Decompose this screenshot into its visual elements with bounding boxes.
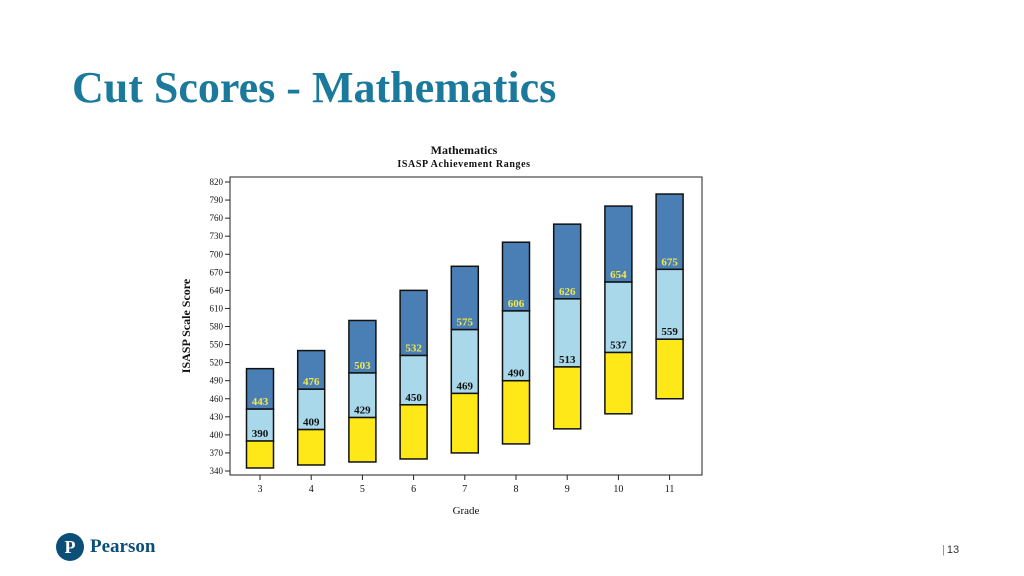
x-tick-label: 9: [565, 484, 570, 495]
y-tick-label: 460: [210, 394, 224, 404]
bar-segment-high: [552, 223, 582, 300]
bar-segment-high: [245, 367, 275, 410]
bar-segment-mid: [501, 310, 531, 382]
x-tick-label: 6: [411, 484, 416, 495]
bar-segment-mid: [348, 372, 377, 419]
pearson-logo-wordmark: Pearson: [90, 536, 156, 557]
cut-low-label: 450: [405, 392, 422, 404]
bar-segment-mid: [245, 408, 275, 442]
cut-low-label: 429: [354, 404, 371, 416]
bar-segment-low: [501, 379, 531, 445]
cut-low-label: 559: [661, 326, 678, 338]
cut-high-label: 654: [610, 269, 627, 281]
bar-segment-high: [348, 319, 377, 374]
page-number-value: 13: [946, 544, 960, 556]
x-tick-label: 4: [309, 484, 314, 495]
bars: [245, 193, 684, 469]
cut-high-label: 606: [508, 298, 525, 310]
bar-segment-mid: [399, 354, 428, 406]
cut-high-label: 443: [252, 396, 269, 408]
y-tick-label: 670: [210, 267, 224, 277]
bar-segment-low: [399, 404, 428, 460]
cut-high-label: 675: [661, 256, 678, 268]
y-tick-label: 430: [210, 412, 224, 422]
cut-low-label: 469: [457, 380, 474, 392]
bar-segment-high: [501, 241, 531, 312]
cut-high-label: 575: [457, 317, 474, 329]
x-tick-label: 7: [462, 484, 467, 495]
cut-low-label: 490: [508, 368, 525, 380]
bar-segment-high: [604, 205, 633, 283]
bar-segment-low: [296, 428, 326, 466]
pearson-logo-letter: P: [64, 537, 76, 557]
bar-segment-mid: [552, 298, 582, 368]
x-tick-label: 5: [360, 484, 365, 495]
chart-title: Mathematics: [431, 143, 498, 157]
x-axis-ticks: 3 4 5 6 7 8 9 10 11: [258, 475, 675, 495]
y-tick-label: 640: [210, 285, 224, 295]
y-tick-label: 820: [210, 177, 224, 187]
cut-high-label: 503: [354, 360, 371, 372]
cut-high-label: 532: [405, 342, 422, 354]
cut-low-label: 513: [559, 354, 576, 366]
pearson-logo: P Pearson: [56, 533, 155, 561]
x-tick-label: 11: [665, 484, 675, 495]
bar-segment-low: [604, 351, 633, 415]
bar-segment-high: [655, 193, 684, 271]
y-tick-label: 790: [210, 195, 224, 205]
bar-segment-high: [296, 349, 326, 390]
cut-high-label: 476: [303, 376, 320, 388]
bar-labels: 390 443 409 476 429 503 450 532 469 575 490 606 513 6…: [252, 256, 679, 440]
y-tick-label: 760: [210, 213, 224, 223]
y-tick-label: 400: [210, 430, 224, 440]
bar-segment-low: [245, 440, 275, 469]
bar-segment-low: [450, 392, 480, 454]
bar-segment-low: [655, 338, 684, 400]
page-number: | 13: [942, 544, 959, 556]
bar-segment-low: [552, 366, 582, 430]
x-tick-label: 3: [258, 484, 263, 495]
y-axis-ticks: 340 370 400 430 460 490 520 550 580 610 640 670 700 7…: [210, 177, 230, 476]
y-tick-label: 340: [210, 466, 224, 476]
y-tick-label: 580: [210, 322, 224, 332]
x-tick-label: 10: [613, 484, 623, 495]
cut-low-label: 390: [252, 428, 269, 440]
cut-low-label: 537: [610, 339, 627, 351]
bar-segment-high: [399, 289, 428, 357]
y-tick-label: 550: [210, 340, 224, 350]
y-tick-label: 610: [210, 303, 224, 313]
y-tick-label: 730: [210, 231, 224, 241]
y-tick-label: 370: [210, 448, 224, 458]
pearson-logo-icon: P: [56, 533, 84, 561]
y-tick-label: 490: [210, 376, 224, 386]
cut-high-label: 626: [559, 286, 576, 298]
page-number-separator: |: [942, 544, 945, 556]
bar-segment-mid: [296, 388, 326, 431]
cut-low-label: 409: [303, 416, 320, 428]
x-tick-label: 8: [514, 484, 519, 495]
y-tick-label: 700: [210, 249, 224, 259]
bar-segment-low: [348, 416, 377, 463]
x-axis-label: Grade: [453, 505, 480, 517]
y-axis-label: ISASP Scale Score: [179, 278, 193, 373]
chart-subtitle: ISASP Achievement Ranges: [397, 159, 530, 170]
bar-segment-high: [450, 265, 480, 331]
y-tick-label: 520: [210, 358, 224, 368]
slide-title: Cut Scores - Mathematics: [72, 63, 557, 112]
